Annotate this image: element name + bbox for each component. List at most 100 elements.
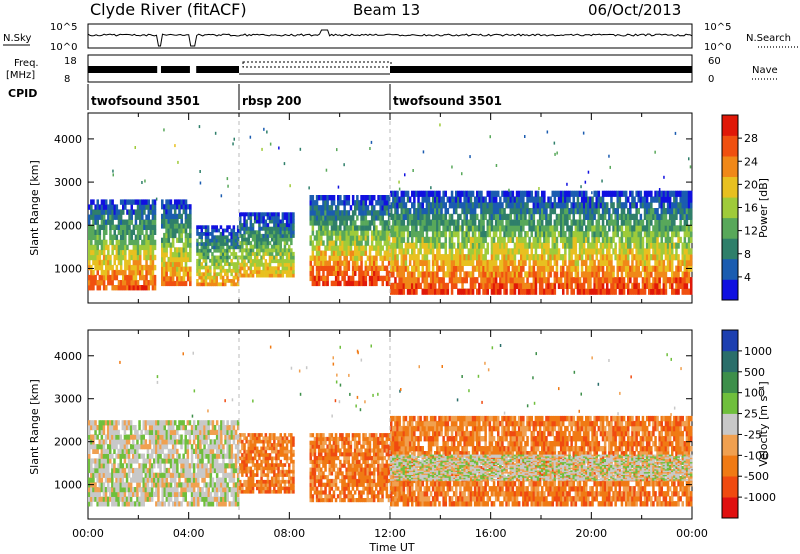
power-panel-cell bbox=[486, 265, 489, 272]
power-panel-cell bbox=[497, 248, 500, 255]
power-panel-cell bbox=[536, 196, 540, 203]
power-panel-cell bbox=[513, 231, 517, 238]
power-panel-cell bbox=[461, 282, 464, 289]
power-panel-cell bbox=[543, 190, 546, 197]
power-panel-cell bbox=[530, 242, 533, 249]
power-panel-cell bbox=[580, 242, 584, 249]
power-panel-cell bbox=[467, 259, 471, 266]
power-panel-cell bbox=[511, 288, 515, 295]
power-panel-cell bbox=[256, 262, 259, 267]
power-panel-cell bbox=[153, 214, 157, 220]
power-panel-cell bbox=[96, 249, 99, 256]
power-panel-cell bbox=[520, 208, 523, 215]
power-panel-cell bbox=[217, 282, 221, 287]
velocity-panel-cell bbox=[174, 501, 177, 507]
power-panel-cell bbox=[438, 248, 441, 255]
power-panel-cell bbox=[574, 208, 578, 215]
power-panel-cell bbox=[98, 285, 102, 291]
power-panel-cell bbox=[189, 276, 192, 282]
power-panel-cell bbox=[219, 255, 223, 260]
power-panel-cell bbox=[652, 236, 655, 243]
power-panel-cell bbox=[241, 248, 244, 253]
power-panel-cell bbox=[400, 254, 403, 261]
power-panel-cell bbox=[639, 219, 643, 226]
power-panel-cell bbox=[471, 271, 475, 278]
power-panel-cell bbox=[200, 228, 203, 233]
power-panel-cell bbox=[668, 196, 672, 203]
power-panel-cell bbox=[390, 242, 393, 249]
power-panel-cell bbox=[373, 220, 376, 226]
power-panel-cell bbox=[608, 288, 611, 295]
power-panel-cell bbox=[139, 249, 142, 256]
velocity-panel-cell bbox=[161, 439, 164, 445]
power-panel-cell bbox=[277, 233, 280, 238]
power-panel-cell bbox=[633, 236, 636, 243]
power-panel-cell bbox=[497, 219, 500, 226]
power-panel-cell bbox=[404, 277, 408, 284]
power-panel-sparse-point bbox=[524, 135, 526, 138]
power-panel-cell bbox=[526, 288, 529, 295]
velocity-panel-cell bbox=[176, 448, 179, 454]
power-panel-cell bbox=[337, 260, 340, 266]
power-panel-cell bbox=[501, 265, 504, 272]
velocity-panel-cell bbox=[155, 482, 158, 488]
power-panel-cell bbox=[517, 219, 521, 226]
power-panel-cell bbox=[239, 241, 242, 246]
velocity-panel-cell bbox=[98, 425, 101, 431]
power-panel-cell bbox=[258, 226, 261, 231]
velocity-panel-cell bbox=[165, 487, 169, 493]
power-panel-cell bbox=[226, 268, 229, 273]
power-panel-cell bbox=[566, 219, 569, 226]
power-panel-cell bbox=[576, 208, 580, 215]
power-panel-cell bbox=[562, 236, 565, 243]
power-panel-cell bbox=[656, 282, 659, 289]
power-panel-cell bbox=[427, 190, 431, 197]
power-panel-cell bbox=[258, 230, 261, 235]
power-panel-cell bbox=[559, 254, 563, 261]
power-panel-cell bbox=[260, 233, 263, 238]
power-panel-cell bbox=[134, 264, 138, 271]
power-panel-cell bbox=[394, 190, 397, 197]
power-panel-cell bbox=[673, 231, 676, 238]
power-panel-cell bbox=[545, 213, 548, 220]
power-panel-cell bbox=[145, 204, 148, 210]
power-panel-cell bbox=[332, 225, 336, 231]
velocity-panel-cell bbox=[178, 434, 181, 440]
power-panel-cell bbox=[270, 215, 274, 220]
power-panel-cell bbox=[186, 232, 190, 239]
power-panel-cell bbox=[241, 266, 244, 271]
power-panel-cell bbox=[290, 237, 293, 242]
velocity-panel-cell bbox=[167, 420, 171, 426]
power-panel-cell bbox=[595, 190, 598, 197]
power-panel-cell bbox=[461, 277, 464, 284]
power-panel-cell bbox=[341, 215, 344, 221]
power-panel-cell bbox=[249, 226, 253, 231]
power-panel-cell bbox=[517, 277, 521, 284]
velocity-panel-cell bbox=[192, 429, 196, 435]
power-panel-cell bbox=[360, 215, 363, 221]
velocity-panel-cell bbox=[163, 463, 166, 469]
power-panel-cell bbox=[494, 282, 498, 289]
power-panel-cell bbox=[408, 196, 412, 203]
power-panel-cell bbox=[677, 254, 680, 261]
power-panel-cell bbox=[100, 244, 104, 251]
power-panel-cell bbox=[360, 230, 363, 236]
power-panel-cell bbox=[671, 202, 674, 209]
power-panel-cell bbox=[578, 213, 582, 220]
power-panel-cell bbox=[463, 202, 466, 209]
power-panel-cell bbox=[434, 282, 437, 289]
power-panel-cell bbox=[176, 266, 179, 272]
power-panel-cell bbox=[404, 190, 408, 197]
power-panel-cell bbox=[436, 219, 439, 226]
power-panel-cell bbox=[88, 280, 91, 286]
power-panel-cell bbox=[515, 248, 519, 255]
power-panel-cell bbox=[124, 229, 127, 235]
power-panel-cell bbox=[505, 213, 508, 220]
power-panel-cell bbox=[92, 224, 95, 230]
velocity-panel-cell bbox=[150, 420, 154, 426]
power-panel-cell bbox=[279, 223, 282, 228]
power-panel-cell bbox=[147, 234, 150, 240]
velocity-panel-cell bbox=[127, 453, 131, 459]
power-panel-cell bbox=[105, 264, 108, 271]
power-panel-cell bbox=[204, 235, 208, 240]
